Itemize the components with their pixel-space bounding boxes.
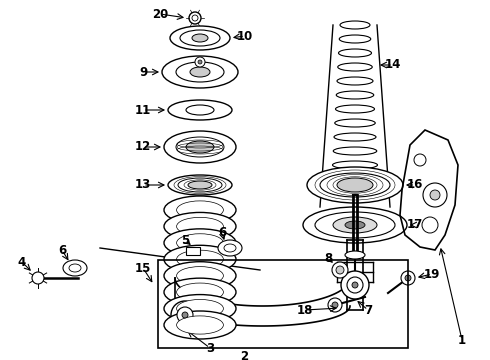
Ellipse shape (339, 35, 371, 43)
Ellipse shape (176, 137, 224, 157)
Ellipse shape (164, 311, 236, 339)
Circle shape (195, 57, 205, 67)
Text: 2: 2 (240, 350, 248, 360)
Ellipse shape (345, 251, 365, 259)
Text: 17: 17 (407, 219, 423, 231)
Ellipse shape (164, 229, 236, 257)
Ellipse shape (164, 294, 236, 323)
Ellipse shape (164, 212, 236, 240)
Ellipse shape (162, 56, 238, 88)
Text: 14: 14 (385, 58, 401, 72)
Ellipse shape (333, 217, 377, 233)
Text: 4: 4 (18, 256, 26, 269)
Ellipse shape (336, 91, 374, 99)
Circle shape (192, 15, 198, 21)
Ellipse shape (188, 181, 212, 189)
Ellipse shape (218, 240, 242, 256)
Circle shape (414, 154, 426, 166)
Ellipse shape (224, 244, 236, 252)
Ellipse shape (164, 245, 236, 273)
Text: 5: 5 (181, 234, 189, 247)
Text: 1: 1 (458, 333, 466, 346)
Ellipse shape (168, 175, 232, 195)
Circle shape (347, 277, 363, 293)
Ellipse shape (335, 119, 375, 127)
Bar (158, 260, 408, 348)
Ellipse shape (176, 300, 223, 318)
Ellipse shape (69, 264, 81, 272)
Ellipse shape (339, 49, 371, 57)
Ellipse shape (192, 34, 208, 42)
Text: 15: 15 (135, 261, 151, 274)
Ellipse shape (334, 133, 376, 141)
Ellipse shape (176, 62, 224, 82)
Text: 7: 7 (364, 303, 372, 316)
Text: 9: 9 (139, 66, 147, 78)
Ellipse shape (340, 21, 370, 29)
Ellipse shape (336, 105, 374, 113)
Circle shape (332, 262, 348, 278)
Circle shape (198, 60, 202, 64)
Text: 10: 10 (237, 30, 253, 42)
Ellipse shape (190, 67, 210, 77)
Ellipse shape (176, 267, 223, 285)
Ellipse shape (333, 161, 377, 169)
Ellipse shape (170, 26, 230, 50)
Ellipse shape (186, 105, 214, 115)
Circle shape (328, 298, 342, 312)
Text: 12: 12 (135, 140, 151, 153)
Circle shape (177, 307, 193, 323)
Circle shape (405, 275, 411, 281)
Ellipse shape (337, 178, 373, 192)
Ellipse shape (176, 217, 223, 235)
Circle shape (336, 266, 344, 274)
Circle shape (182, 312, 188, 318)
Ellipse shape (63, 260, 87, 276)
Circle shape (341, 271, 369, 299)
Ellipse shape (186, 141, 214, 153)
Ellipse shape (176, 283, 223, 301)
Circle shape (422, 217, 438, 233)
Circle shape (189, 12, 201, 24)
Text: 16: 16 (407, 179, 423, 192)
Text: 6: 6 (58, 243, 66, 256)
Bar (186, 247, 200, 255)
Ellipse shape (176, 201, 223, 219)
Circle shape (401, 271, 415, 285)
Ellipse shape (180, 30, 220, 46)
Ellipse shape (320, 173, 390, 197)
Ellipse shape (168, 100, 232, 120)
Circle shape (32, 272, 44, 284)
Text: 13: 13 (135, 179, 151, 192)
Text: 18: 18 (297, 303, 313, 316)
Ellipse shape (176, 234, 223, 252)
Circle shape (430, 190, 440, 200)
Ellipse shape (338, 63, 372, 71)
Circle shape (352, 282, 358, 288)
Ellipse shape (164, 131, 236, 163)
Circle shape (332, 302, 338, 308)
Ellipse shape (164, 278, 236, 306)
Ellipse shape (176, 250, 223, 269)
Ellipse shape (303, 207, 407, 243)
Text: 6: 6 (218, 225, 226, 238)
Text: 3: 3 (206, 342, 214, 355)
Ellipse shape (176, 316, 223, 334)
Ellipse shape (333, 147, 377, 155)
Ellipse shape (178, 178, 222, 192)
Text: 19: 19 (424, 267, 440, 280)
Text: 20: 20 (152, 8, 168, 21)
Ellipse shape (164, 196, 236, 224)
Ellipse shape (307, 167, 403, 203)
Text: 11: 11 (135, 104, 151, 117)
Text: 8: 8 (324, 252, 332, 265)
Ellipse shape (315, 212, 395, 238)
Circle shape (423, 183, 447, 207)
Ellipse shape (337, 77, 373, 85)
Circle shape (171, 301, 199, 329)
Ellipse shape (345, 221, 365, 229)
Ellipse shape (164, 262, 236, 290)
